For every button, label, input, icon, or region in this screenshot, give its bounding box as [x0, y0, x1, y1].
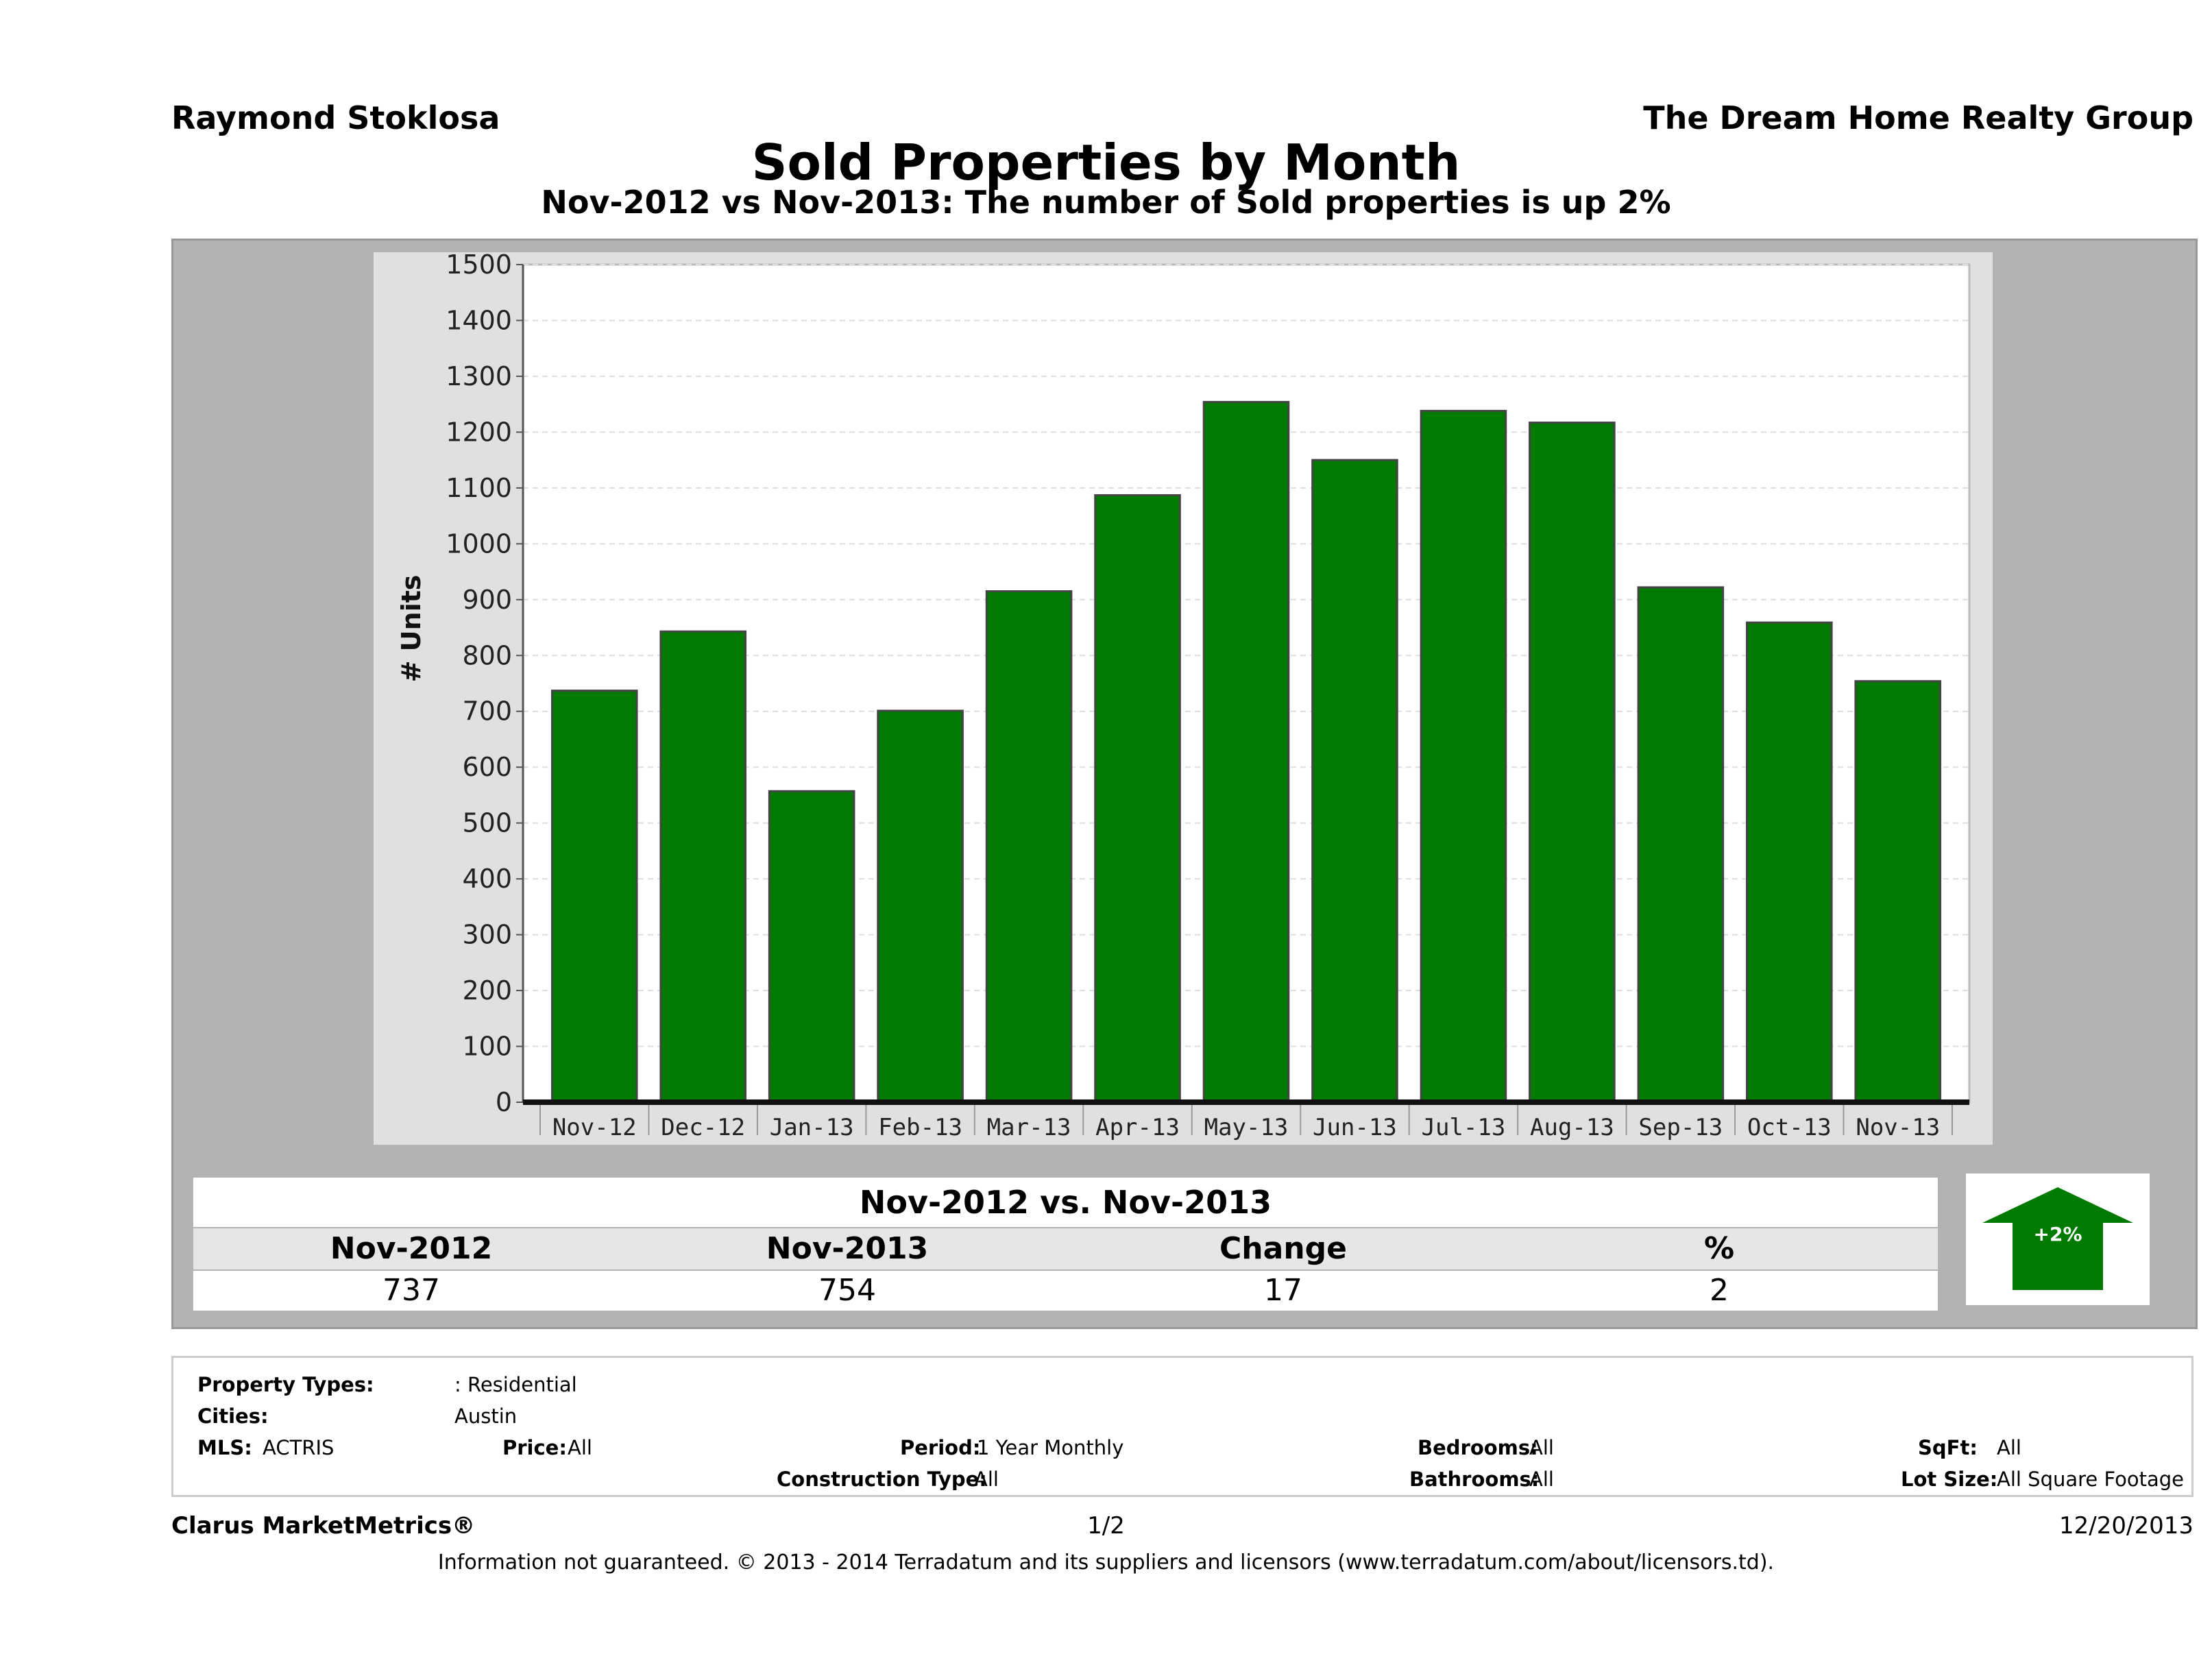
y-tick-label: 500 — [462, 808, 512, 838]
value-change: 17 — [1264, 1273, 1302, 1308]
disclaimer: Information not guaranteed. © 2013 - 201… — [437, 1551, 1775, 1574]
comparison-heading: Nov-2012 vs. Nov-2013 — [193, 1178, 1938, 1227]
x-tick-label: Jan-13 — [770, 1114, 854, 1141]
construction-type-label: Construction Type: — [777, 1468, 987, 1491]
bar-oct-13 — [1746, 621, 1833, 1104]
mls-label: MLS: — [197, 1436, 252, 1459]
bar-sep-13 — [1637, 586, 1725, 1104]
bar-aug-13 — [1529, 422, 1616, 1104]
lot-size-value: All Square Footage — [1997, 1468, 2185, 1491]
comparison-labels-row: Nov-2012 Nov-2013 Change % — [193, 1228, 1938, 1269]
y-tick-label: 300 — [462, 920, 512, 950]
sqft-value: All — [1997, 1436, 2021, 1459]
bar-nov-13 — [1854, 680, 1942, 1104]
x-tick-label: Apr-13 — [1095, 1114, 1180, 1141]
x-tick-label: Nov-13 — [1856, 1114, 1940, 1141]
page-number: 1/2 — [1087, 1512, 1125, 1540]
x-tick-label: Mar-13 — [987, 1114, 1071, 1141]
sqft-label: SqFt: — [1918, 1436, 1978, 1459]
y-tick-label: 700 — [462, 696, 512, 727]
y-tick-label: 0 — [496, 1087, 512, 1117]
bar-may-13 — [1202, 400, 1290, 1104]
bathrooms-value: All — [1529, 1468, 1554, 1491]
value-nov-2013: 754 — [818, 1273, 876, 1308]
period-label: Period: — [900, 1436, 981, 1459]
bathrooms-label: Bathrooms: — [1409, 1468, 1540, 1491]
bar-jan-13 — [768, 790, 855, 1104]
value-nov-2012: 737 — [382, 1273, 440, 1308]
trend-percent-label: +2% — [2034, 1223, 2082, 1245]
construction-type-value: All — [974, 1468, 999, 1491]
y-tick-label: 1200 — [446, 417, 512, 447]
y-tick-label: 800 — [462, 640, 512, 670]
period-value: 1 Year Monthly — [977, 1436, 1124, 1459]
bar-jun-13 — [1311, 459, 1398, 1104]
bar-jul-13 — [1420, 409, 1507, 1104]
label-nov-2012: Nov-2012 — [330, 1231, 493, 1266]
bar-dec-12 — [659, 630, 746, 1104]
x-tick-label: May-13 — [1204, 1114, 1289, 1141]
y-tick-label: 1500 — [446, 252, 512, 280]
bedrooms-label: Bedrooms: — [1418, 1436, 1538, 1459]
comparison-values-row: 737 754 17 2 — [193, 1271, 1938, 1311]
x-tick-label: Feb-13 — [878, 1114, 962, 1141]
label-nov-2013: Nov-2013 — [766, 1231, 929, 1266]
x-tick-label: Dec-12 — [661, 1114, 745, 1141]
up-arrow-icon — [1982, 1187, 2133, 1290]
y-tick-label: 1000 — [446, 528, 512, 559]
chart-subtitle: Nov-2012 vs Nov-2013: The number of Sold… — [541, 184, 1671, 221]
y-tick-label: 600 — [462, 752, 512, 782]
cities-value: Austin — [454, 1405, 518, 1428]
property-types-value: : Residential — [454, 1373, 577, 1396]
bar-chart: 0 100 200 300 400 500 600 700 800 900 1000 1100 1200… — [396, 252, 1971, 1141]
cities-label: Cities: — [197, 1405, 269, 1428]
footer-brand: Clarus MarketMetrics® — [171, 1512, 476, 1540]
trend-indicator: +2% — [1966, 1174, 2150, 1305]
y-tick-label: 200 — [462, 975, 512, 1006]
y-tick-label: 1100 — [446, 473, 512, 503]
price-value: All — [568, 1436, 592, 1459]
bar-mar-13 — [985, 590, 1073, 1104]
property-types-label: Property Types: — [197, 1373, 374, 1396]
label-change: Change — [1219, 1231, 1347, 1266]
y-axis-label: # Units — [396, 575, 426, 683]
bar-apr-13 — [1094, 494, 1181, 1104]
bar-feb-13 — [877, 709, 964, 1104]
x-tick-label: Sep-13 — [1638, 1114, 1723, 1141]
price-label: Price: — [502, 1436, 567, 1459]
y-tick-label: 400 — [462, 864, 512, 894]
bedrooms-value: All — [1529, 1436, 1554, 1459]
bar-nov-12 — [550, 690, 638, 1104]
report-date: 12/20/2013 — [2059, 1512, 2193, 1540]
value-percent: 2 — [1710, 1273, 1729, 1308]
x-tick-label: Oct-13 — [1747, 1114, 1832, 1141]
x-tick-label: Nov-12 — [552, 1114, 637, 1141]
y-tick-label: 100 — [462, 1032, 512, 1062]
y-tick-label: 1300 — [446, 361, 512, 391]
label-percent: % — [1703, 1231, 1735, 1266]
mls-value: ACTRIS — [263, 1436, 335, 1459]
x-tick-label: Jun-13 — [1313, 1114, 1397, 1141]
agent-name: Raymond Stoklosa — [171, 99, 500, 136]
y-tick-label: 1400 — [446, 305, 512, 335]
filter-info-box: Property Types: : Residential Cities: Au… — [171, 1356, 2193, 1497]
lot-size-label: Lot Size: — [1901, 1468, 1998, 1491]
x-tick-label: Aug-13 — [1530, 1114, 1614, 1141]
y-tick-label: 900 — [462, 585, 512, 615]
x-tick-label: Jul-13 — [1422, 1114, 1506, 1141]
chart-title: Sold Properties by Month — [751, 134, 1461, 191]
company-name: The Dream Home Realty Group — [1643, 99, 2193, 136]
